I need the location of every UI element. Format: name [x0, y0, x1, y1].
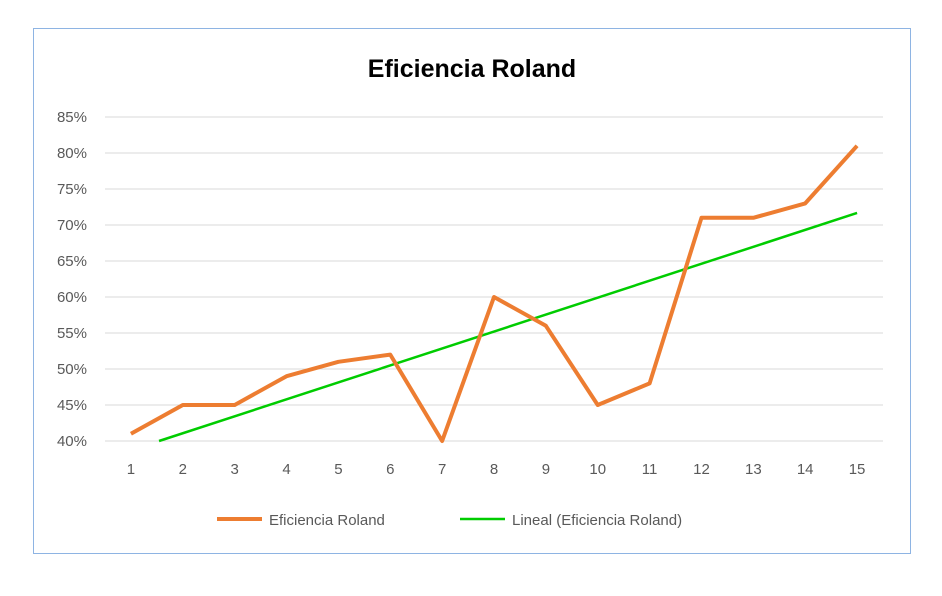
y-tick-label: 80%	[57, 145, 87, 162]
x-tick-label: 13	[745, 461, 762, 478]
x-tick-label: 7	[438, 461, 446, 478]
chart-frame	[33, 28, 911, 554]
x-tick-label: 11	[642, 461, 658, 478]
trendline	[158, 211, 858, 443]
x-tick-label: 10	[589, 461, 606, 478]
x-tick-label: 15	[849, 461, 866, 478]
y-tick-label: 55%	[57, 325, 87, 342]
legend-label-trendline: Lineal (Eficiencia Roland)	[512, 512, 682, 529]
x-tick-label: 2	[179, 461, 187, 478]
x-tick-label: 8	[490, 461, 498, 478]
x-tick-label: 1	[127, 461, 135, 478]
x-tick-label: 12	[693, 461, 710, 478]
y-tick-label: 50%	[57, 361, 87, 378]
legend: Eficiencia Roland Lineal (Eficiencia Rol…	[217, 512, 682, 529]
legend-label-series: Eficiencia Roland	[269, 512, 385, 529]
x-tick-label: 3	[230, 461, 238, 478]
x-tick-label: 5	[334, 461, 342, 478]
chart-title: Eficiencia Roland	[368, 55, 576, 83]
x-tick-label: 4	[282, 461, 290, 478]
x-tick-label: 14	[797, 461, 814, 478]
y-tick-label: 45%	[57, 397, 87, 414]
y-tick-label: 65%	[57, 253, 87, 270]
y-tick-label: 85%	[57, 109, 87, 126]
y-tick-label: 75%	[57, 181, 87, 198]
y-tick-label: 40%	[57, 433, 87, 450]
series-line-eficiencia-roland	[129, 144, 859, 443]
y-tick-label: 60%	[57, 289, 87, 306]
x-tick-label: 9	[542, 461, 550, 478]
x-tick-label: 6	[386, 461, 394, 478]
y-tick-label: 70%	[57, 217, 87, 234]
